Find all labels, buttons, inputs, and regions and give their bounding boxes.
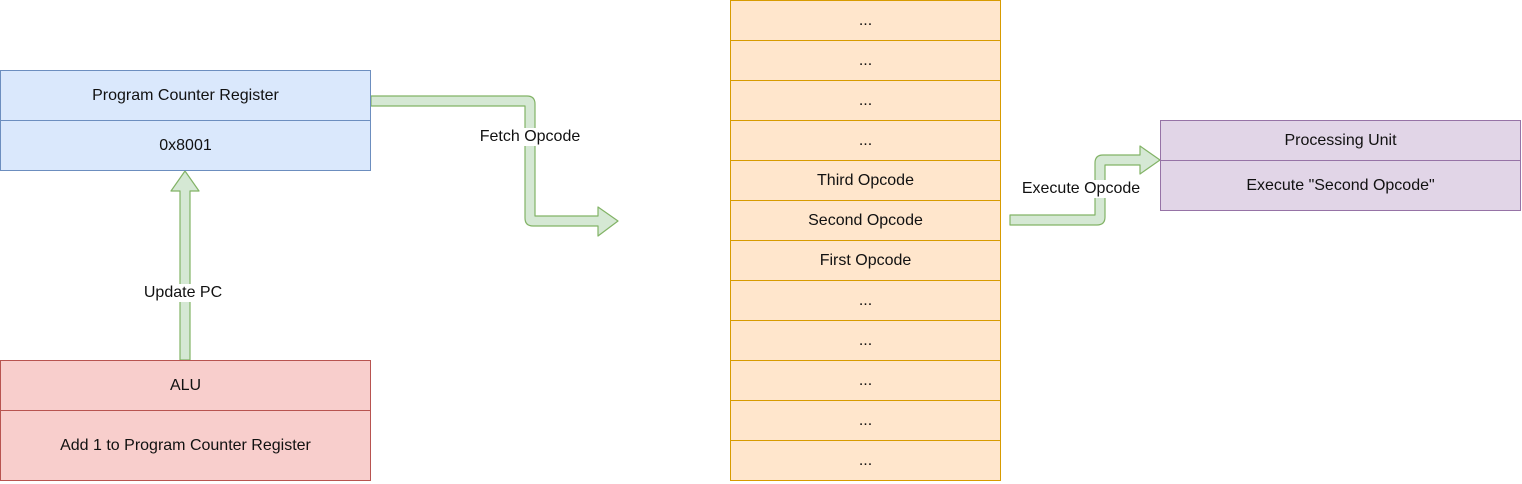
pc-register-title: Program Counter Register: [0, 70, 371, 121]
memory-cell: ...: [730, 280, 1001, 321]
memory-cell: ...: [730, 80, 1001, 121]
memory-cell-second-opcode: Second Opcode: [730, 200, 1001, 241]
pc-register-title-text: Program Counter Register: [92, 86, 279, 104]
memory-cell-text: ...: [858, 51, 873, 69]
alu-action-text: Add 1 to Program Counter Register: [60, 436, 311, 454]
memory-cell-text: ...: [858, 371, 873, 389]
memory-cell-text: ...: [858, 291, 873, 309]
alu-title-text: ALU: [169, 376, 202, 394]
memory-cell-text: ...: [858, 331, 873, 349]
memory-cell: ...: [730, 40, 1001, 81]
processing-unit-title-text: Processing Unit: [1284, 131, 1397, 149]
memory-cell-first-opcode: First Opcode: [730, 240, 1001, 281]
processing-unit-action-text: Execute "Second Opcode": [1246, 176, 1435, 194]
memory-cell-text: ...: [858, 11, 873, 29]
memory-cell-text: Third Opcode: [817, 171, 914, 189]
memory-cell-text: ...: [858, 411, 873, 429]
memory-cell-text: ...: [858, 131, 873, 149]
memory-cell-text: Second Opcode: [808, 211, 923, 229]
memory-cell-text: ...: [858, 91, 873, 109]
processing-unit-action: Execute "Second Opcode": [1160, 160, 1521, 211]
execute-opcode-arrow: [1009, 145, 1161, 226]
memory-cell: ...: [730, 0, 1001, 41]
update-pc-label: Update PC: [141, 284, 225, 302]
fetch-opcode-arrow: [370, 95, 619, 237]
memory-cell: ...: [730, 440, 1001, 481]
fetch-opcode-label: Fetch Opcode: [477, 128, 583, 146]
update-pc-arrow: [170, 170, 200, 361]
alu-action: Add 1 to Program Counter Register: [0, 410, 371, 481]
memory-cell-third-opcode: Third Opcode: [730, 160, 1001, 201]
memory-cell: ...: [730, 400, 1001, 441]
execute-opcode-label: Execute Opcode: [1019, 180, 1143, 198]
memory-cell: ...: [730, 320, 1001, 361]
processing-unit-title: Processing Unit: [1160, 120, 1521, 161]
memory-cell: ...: [730, 120, 1001, 161]
pc-register-value: 0x8001: [0, 120, 371, 171]
memory-cell: ...: [730, 360, 1001, 401]
memory-cell-text: First Opcode: [819, 251, 912, 269]
memory-cell-text: ...: [858, 451, 873, 469]
alu-title: ALU: [0, 360, 371, 411]
pc-register-value-text: 0x8001: [159, 136, 212, 154]
